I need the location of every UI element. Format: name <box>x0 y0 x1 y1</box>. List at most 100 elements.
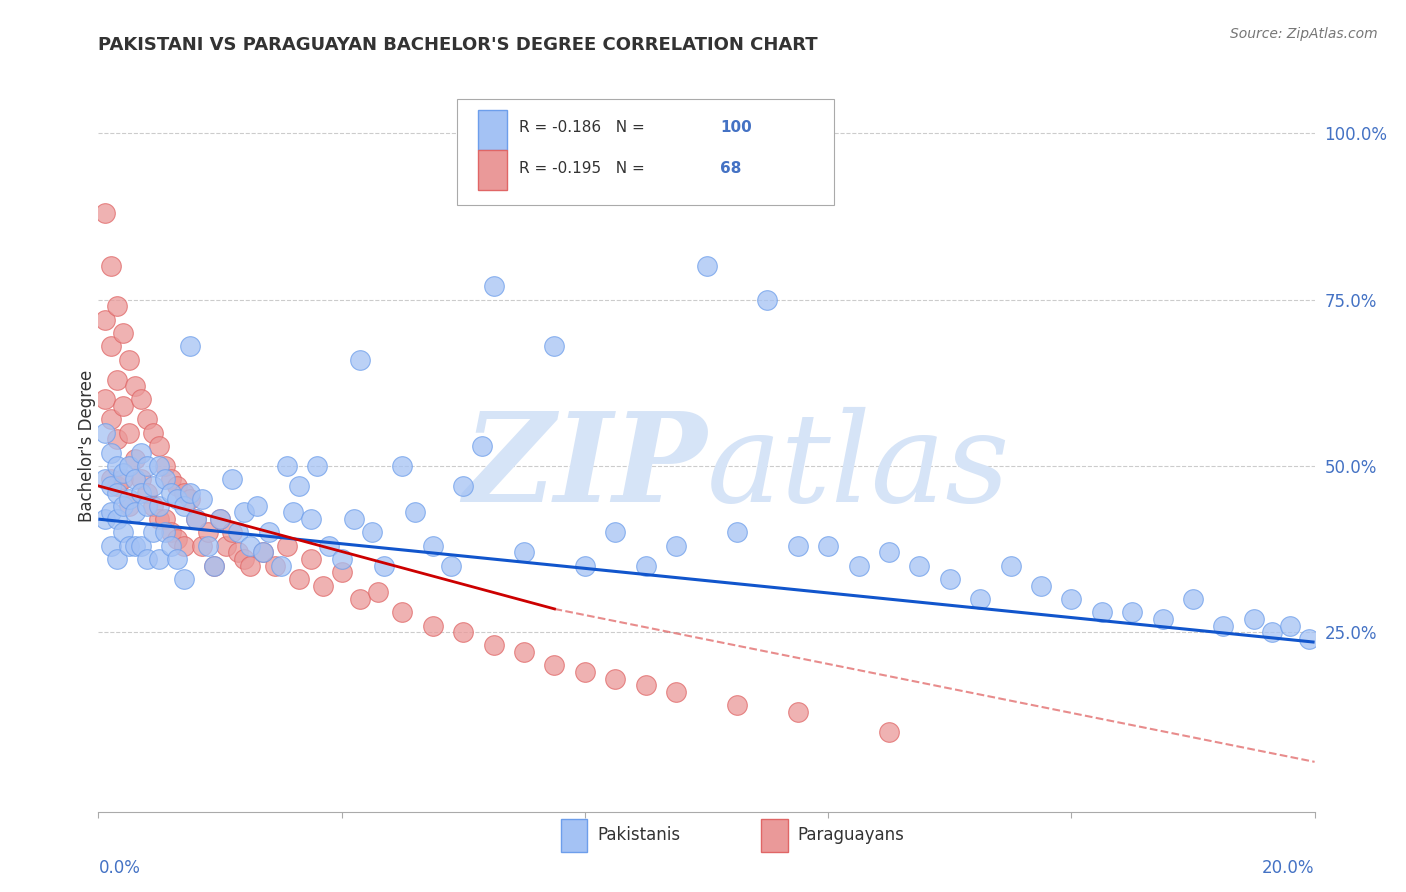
Point <box>124 539 146 553</box>
Point <box>605 525 627 540</box>
Point <box>142 425 165 440</box>
Point <box>574 558 596 573</box>
Point <box>105 458 128 473</box>
Text: 100: 100 <box>720 120 752 136</box>
Point <box>665 539 688 553</box>
Point <box>263 558 285 573</box>
FancyBboxPatch shape <box>478 110 508 150</box>
Point <box>221 472 243 486</box>
Point <box>179 492 201 507</box>
Point <box>221 525 243 540</box>
Point <box>756 293 779 307</box>
Point <box>100 260 122 274</box>
Point <box>173 485 195 500</box>
Text: R = -0.195   N =: R = -0.195 N = <box>519 161 650 176</box>
Point <box>288 572 311 586</box>
Point <box>696 260 718 274</box>
Point <box>307 458 329 473</box>
Point <box>605 672 627 686</box>
Point <box>233 552 256 566</box>
Point <box>129 392 152 407</box>
Point <box>908 558 931 573</box>
Point <box>482 279 505 293</box>
Point <box>191 539 214 553</box>
Point <box>166 479 188 493</box>
Point <box>105 512 128 526</box>
Point <box>252 545 274 559</box>
Point <box>197 525 219 540</box>
Point <box>166 492 188 507</box>
Point <box>142 525 165 540</box>
Point <box>470 439 492 453</box>
Text: PAKISTANI VS PARAGUAYAN BACHELOR'S DEGREE CORRELATION CHART: PAKISTANI VS PARAGUAYAN BACHELOR'S DEGRE… <box>98 36 818 54</box>
Point <box>513 645 536 659</box>
Point <box>1121 605 1143 619</box>
Point <box>105 372 128 386</box>
Point <box>105 299 128 313</box>
Point <box>93 206 115 220</box>
Text: Pakistanis: Pakistanis <box>598 827 681 845</box>
Point <box>939 572 962 586</box>
Point <box>318 539 340 553</box>
Point <box>1182 591 1205 606</box>
Point <box>288 479 311 493</box>
Point <box>1261 625 1284 640</box>
Point <box>129 539 152 553</box>
Point <box>349 591 371 606</box>
Point <box>129 472 152 486</box>
Text: ZIP: ZIP <box>463 407 707 529</box>
Point <box>142 479 165 493</box>
Point <box>215 539 238 553</box>
Point <box>276 458 298 473</box>
Point <box>100 445 122 459</box>
Point <box>422 618 444 632</box>
Point <box>93 312 115 326</box>
FancyBboxPatch shape <box>561 819 588 852</box>
Text: Paraguayans: Paraguayans <box>797 827 904 845</box>
Point <box>148 552 170 566</box>
Point <box>179 339 201 353</box>
Point <box>124 472 146 486</box>
Y-axis label: Bachelor's Degree: Bachelor's Degree <box>79 370 96 522</box>
Point <box>1298 632 1320 646</box>
Point <box>93 392 115 407</box>
Point <box>725 525 748 540</box>
Point <box>179 485 201 500</box>
Text: Source: ZipAtlas.com: Source: ZipAtlas.com <box>1230 27 1378 41</box>
Point <box>136 458 159 473</box>
Point <box>330 566 353 580</box>
Point <box>111 326 134 340</box>
Text: atlas: atlas <box>707 407 1010 529</box>
Point <box>1029 579 1052 593</box>
Text: 20.0%: 20.0% <box>1263 859 1315 877</box>
Point <box>136 412 159 426</box>
Point <box>136 552 159 566</box>
Point <box>202 558 225 573</box>
Point <box>118 425 141 440</box>
Point <box>270 558 292 573</box>
Point <box>118 352 141 367</box>
Point <box>786 705 808 719</box>
Point <box>124 506 146 520</box>
Point <box>100 479 122 493</box>
Point <box>1152 612 1174 626</box>
Point <box>276 539 298 553</box>
Point <box>634 678 657 692</box>
Point <box>786 539 808 553</box>
Point <box>148 512 170 526</box>
Point <box>574 665 596 679</box>
Point <box>453 625 475 640</box>
Point <box>160 525 183 540</box>
Point <box>848 558 870 573</box>
Text: 68: 68 <box>720 161 741 176</box>
Point <box>118 499 141 513</box>
Point <box>100 506 122 520</box>
Point <box>361 525 384 540</box>
Point <box>166 552 188 566</box>
Point <box>239 539 262 553</box>
Point <box>118 539 141 553</box>
Point <box>184 512 207 526</box>
Point <box>1279 618 1302 632</box>
Point <box>111 472 134 486</box>
Point <box>349 352 371 367</box>
